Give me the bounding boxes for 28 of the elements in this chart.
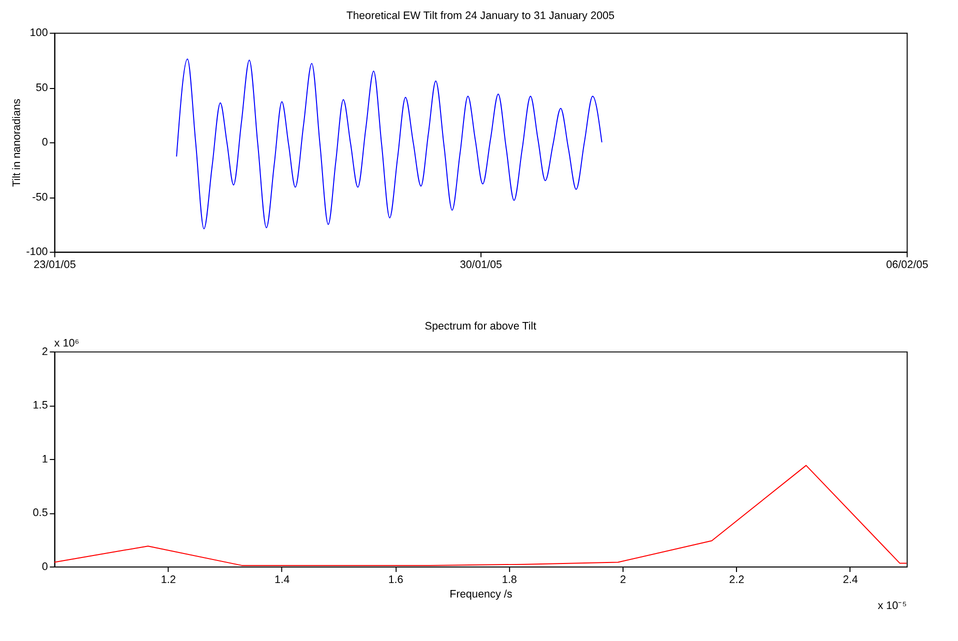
x-tick-label: 1.4 [274,574,290,586]
x-tick-label: 2.2 [729,574,744,586]
x-axis-title: Frequency /s [450,588,513,601]
x-tick-label: 30/01/05 [460,259,502,272]
x-tick-label: 06/02/05 [886,259,928,272]
y-tick-label: -50 [32,191,48,204]
chart-title: Spectrum for above Tilt [424,320,536,333]
x-tick-label: 23/01/05 [34,259,76,272]
line-series [176,58,602,230]
y-tick-label: 0 [42,136,48,149]
y-tick-label: 0.5 [32,507,48,520]
y-tick-label: -100 [26,246,48,258]
y-tick-label: 2 [42,346,48,358]
chart-title: Theoretical EW Tilt from 24 January to 31 January 2005 [346,10,615,22]
x-tick-label: 2 [620,574,626,586]
text: x 10⁻⁵ [878,600,907,612]
x-tick-label: 1.2 [160,574,176,586]
y-tick-label: 1 [42,453,48,466]
line-series [54,464,907,566]
y-tick-label: 50 [36,82,48,94]
x-tick-label: 2.4 [842,574,858,586]
text: x 10⁶ [54,338,80,350]
x-tick-label: 1.6 [388,574,404,586]
y-tick-label: 100 [30,27,48,40]
y-tick-label: 1.5 [32,400,48,412]
y-tick-label: 0 [42,560,48,573]
y-axis-title: Tilt in nanoradians [11,98,24,187]
x-tick-label: 1.8 [502,574,517,586]
